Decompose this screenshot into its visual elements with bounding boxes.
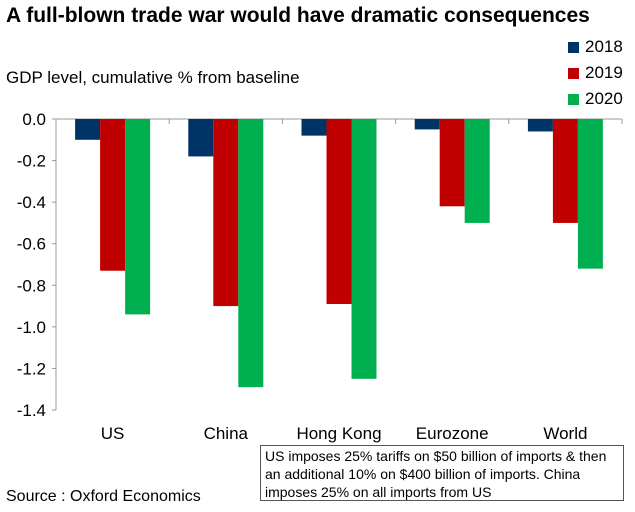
bar-2019-eurozone	[439, 119, 465, 207]
legend-swatch	[568, 41, 579, 53]
bar-2020-eurozone	[464, 119, 490, 223]
legend-swatch	[568, 67, 579, 79]
legend-label: 2020	[585, 89, 623, 108]
x-tick-label: Hong Kong	[296, 424, 381, 443]
x-tick-label: US	[101, 424, 125, 443]
legend-item-2020: 2020	[568, 86, 623, 112]
x-tick-label: World	[543, 424, 587, 443]
bar-2020-hong-kong	[351, 119, 377, 379]
bar-2018-world	[527, 119, 553, 132]
y-tick-label: -0.4	[17, 193, 46, 212]
source-note: Source : Oxford Economics	[6, 488, 201, 505]
bar-2019-us	[100, 119, 126, 271]
y-tick-label: 0.0	[22, 110, 46, 129]
bar-2020-china	[238, 119, 264, 388]
bar-2019-world	[552, 119, 578, 223]
bar-2019-hong-kong	[326, 119, 352, 304]
y-axis-label: GDP level, cumulative % from baseline	[6, 68, 300, 87]
legend-item-2018: 2018	[568, 34, 623, 60]
x-tick-label: Eurozone	[416, 424, 489, 443]
bar-2018-us	[75, 119, 101, 140]
annotation-box: US imposes 25% tariffs on $50 billion of…	[260, 445, 624, 501]
y-tick-label: -0.2	[17, 152, 46, 171]
chart-title: A full-blown trade war would have dramat…	[6, 4, 590, 27]
legend: 2018 2019 2020	[568, 34, 623, 112]
y-tick-label: -1.4	[17, 401, 46, 420]
legend-swatch	[568, 93, 579, 105]
y-tick-label: -1.0	[17, 318, 46, 337]
y-tick-label: -1.2	[17, 359, 46, 378]
bar-2018-hong-kong	[301, 119, 327, 136]
bar-2018-eurozone	[414, 119, 440, 130]
legend-label: 2019	[585, 63, 623, 82]
y-tick-label: -0.6	[17, 235, 46, 254]
y-tick-label: -0.8	[17, 276, 46, 295]
bar-2018-china	[188, 119, 214, 157]
legend-label: 2018	[585, 37, 623, 56]
bar-2019-china	[213, 119, 239, 307]
legend-item-2019: 2019	[568, 60, 623, 86]
x-tick-label: China	[204, 424, 249, 443]
bar-2020-world	[577, 119, 603, 269]
bar-2020-us	[125, 119, 151, 315]
